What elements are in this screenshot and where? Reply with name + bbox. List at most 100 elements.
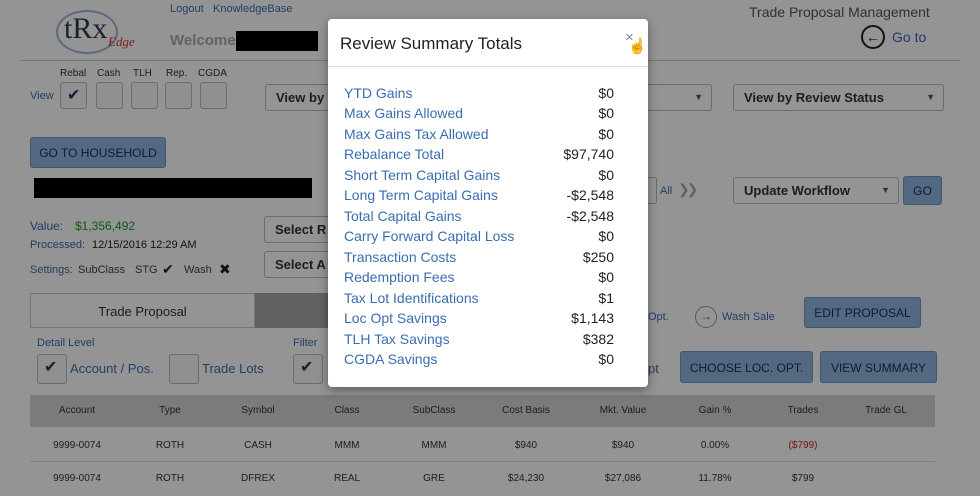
- opt-link[interactable]: Opt.: [648, 311, 669, 323]
- rep-checkbox[interactable]: [165, 82, 192, 109]
- cell-trades: ($799): [788, 440, 818, 451]
- summary-row-short-term-capital-gains: Short Term Capital Gains $0: [344, 167, 614, 187]
- value-amount: $1,356,492: [75, 219, 136, 233]
- summary-label: Total Capital Gains: [344, 208, 462, 224]
- th-subclass[interactable]: SubClass: [412, 405, 456, 416]
- summary-row-tlh-tax-savings: TLH Tax Savings $382: [344, 331, 614, 351]
- cell-cost-basis: $24,230: [507, 473, 545, 484]
- cell-trades: $799: [791, 473, 815, 484]
- goto-arrow-icon[interactable]: ←: [861, 25, 885, 49]
- settings-subclass: SubClass: [78, 264, 126, 276]
- wash-sale-arrow-icon[interactable]: →: [695, 306, 717, 328]
- modal-title: Review Summary Totals: [340, 34, 523, 53]
- trade-lots-label: Trade Lots: [202, 361, 264, 376]
- summary-value: $1: [598, 290, 614, 306]
- filter-checkbox[interactable]: [293, 354, 323, 384]
- cell-subclass: GRE: [423, 473, 445, 484]
- table-header: [30, 395, 935, 427]
- go-label: GO: [913, 184, 932, 198]
- summary-label: CGDA Savings: [344, 351, 438, 367]
- th-symbol[interactable]: Symbol: [241, 405, 275, 416]
- th-mkt-value[interactable]: Mkt. Value: [599, 405, 647, 416]
- cell-type: ROTH: [155, 473, 185, 484]
- th-account[interactable]: Account: [58, 405, 96, 416]
- th-trades[interactable]: Trades: [787, 405, 819, 416]
- summary-label: Redemption Fees: [344, 269, 455, 285]
- tab-trade-proposal[interactable]: Trade Proposal: [30, 293, 255, 328]
- select-a-label: Select A: [275, 257, 326, 272]
- account-pos-checkbox[interactable]: [37, 354, 67, 384]
- cell-subclass: MMM: [421, 440, 447, 451]
- cgda-checkbox[interactable]: [200, 82, 227, 109]
- summary-label: Carry Forward Capital Loss: [344, 228, 515, 244]
- th-cost-basis[interactable]: Cost Basis: [502, 405, 550, 416]
- view-col-cash: Cash: [97, 68, 121, 79]
- update-workflow-select[interactable]: Update Workflow ▼: [733, 177, 899, 204]
- summary-label: Rebalance Total: [344, 146, 445, 162]
- cash-checkbox[interactable]: [96, 82, 123, 109]
- update-workflow-label: Update Workflow: [744, 183, 850, 198]
- summary-value: $250: [582, 249, 614, 265]
- summary-row-transaction-costs: Transaction Costs $250: [344, 249, 614, 269]
- edit-proposal-button[interactable]: EDIT PROPOSAL: [804, 297, 921, 328]
- page-nav-box[interactable]: [645, 177, 657, 204]
- logo-sub: Edge: [108, 34, 135, 49]
- choose-loc-opt-button[interactable]: CHOOSE LOC. OPT.: [680, 351, 813, 383]
- summary-value: $0: [598, 105, 614, 121]
- review-summary-modal: Review Summary Totals × ☝ YTD Gains $0 M…: [328, 19, 648, 387]
- tlh-checkbox[interactable]: [131, 82, 158, 109]
- cell-gain-pct: 0.00%: [700, 440, 730, 451]
- summary-value: -$2,548: [566, 187, 614, 203]
- select-r-label: Select R: [275, 222, 327, 237]
- th-type[interactable]: Type: [159, 405, 181, 416]
- cell-class: MMM: [334, 440, 360, 451]
- goto-link[interactable]: Go to: [892, 29, 927, 45]
- opt-partial-label: pt: [648, 361, 659, 376]
- summary-label: YTD Gains: [344, 85, 413, 101]
- edit-proposal-label: EDIT PROPOSAL: [814, 306, 911, 320]
- summary-label: Max Gains Tax Allowed: [344, 126, 489, 142]
- app-title: Trade Proposal Management: [749, 4, 930, 20]
- summary-label: Max Gains Allowed: [344, 105, 464, 121]
- go-button[interactable]: GO: [903, 176, 942, 205]
- cursor-hand-icon: ☝: [628, 38, 647, 55]
- go-to-household-button[interactable]: GO TO HOUSEHOLD: [30, 137, 166, 168]
- wash-sale-link[interactable]: Wash Sale: [722, 311, 775, 323]
- cell-mkt-value: $27,086: [604, 473, 642, 484]
- summary-row-redemption-fees: Redemption Fees $0: [344, 269, 614, 289]
- th-trade-gl[interactable]: Trade GL: [865, 405, 907, 416]
- chevron-down-icon: ▼: [926, 92, 935, 102]
- view-by-review-status-select[interactable]: View by Review Status ▼: [733, 84, 944, 111]
- settings-stg: STG: [135, 264, 158, 276]
- close-icon[interactable]: ×: [625, 29, 634, 46]
- cell-cost-basis: $940: [514, 440, 538, 451]
- th-class[interactable]: Class: [334, 405, 360, 416]
- value-label: Value:: [30, 219, 64, 233]
- tab-trade-proposal-label: Trade Proposal: [98, 304, 187, 319]
- summary-value: $0: [598, 269, 614, 285]
- all-link[interactable]: All: [660, 185, 673, 197]
- th-gain-pct[interactable]: Gain %: [698, 405, 732, 416]
- check-icon: ✔: [162, 261, 174, 277]
- knowledgebase-link[interactable]: KnowledgeBase: [213, 3, 293, 15]
- view-col-rebal: Rebal: [60, 68, 87, 79]
- summary-row-rebalance-total: Rebalance Total $97,740: [344, 146, 614, 166]
- summary-value: $0: [598, 351, 614, 367]
- logout-link[interactable]: Logout: [170, 3, 204, 15]
- trade-lots-checkbox[interactable]: [169, 354, 199, 384]
- cell-gain-pct: 11.78%: [698, 473, 732, 484]
- rebal-checkbox[interactable]: [60, 82, 87, 109]
- detail-level-label: Detail Level: [37, 337, 95, 349]
- double-chevron-right-icon[interactable]: ❯❯: [678, 181, 699, 197]
- view-by-review-status-label: View by Review Status: [744, 90, 884, 105]
- cell-mkt-value: $940: [611, 440, 635, 451]
- modal-divider: [328, 66, 648, 67]
- cell-class: REAL: [333, 473, 361, 484]
- view-summary-button[interactable]: VIEW SUMMARY: [820, 351, 937, 383]
- summary-value: $382: [582, 331, 614, 347]
- summary-value: $0: [598, 85, 614, 101]
- processed-label: Processed:: [30, 239, 86, 251]
- cell-symbol: CASH: [244, 440, 272, 451]
- filter-label: Filter: [293, 337, 318, 349]
- cell-account: 9999-0074: [53, 440, 101, 451]
